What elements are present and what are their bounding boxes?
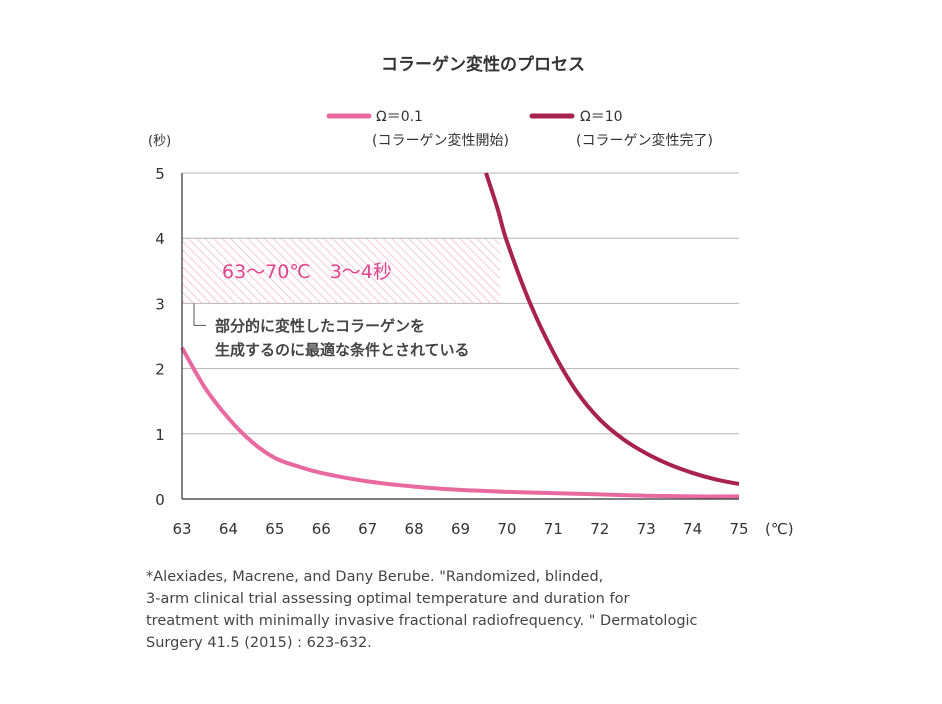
range-annotation: 63〜70℃ 3〜4秒 [182, 238, 500, 304]
x-tick-label-68: 68 [405, 520, 424, 538]
legend-label-series-1: Ω＝0.1 [376, 109, 423, 125]
x-tick-label-63: 63 [172, 520, 191, 538]
x-tick-label-69: 69 [451, 520, 470, 538]
x-tick-label-75: 75 [729, 520, 748, 538]
y-tick-label-1: 1 [155, 426, 165, 444]
chart-svg: コラーゲン変性のプロセス Ω＝0.1 (コラーゲン変性開始) Ω＝10 (コラー… [148, 54, 794, 538]
series-line-2 [484, 172, 740, 486]
y-tick-label-3: 3 [155, 295, 165, 313]
x-tick-label-65: 65 [265, 520, 284, 538]
x-tick-label-64: 64 [219, 520, 238, 538]
y-tick-label-2: 2 [155, 361, 165, 379]
chart-title: コラーゲン変性のプロセス [381, 54, 585, 75]
x-tick-label-73: 73 [637, 520, 656, 538]
x-tick-label-66: 66 [312, 520, 331, 538]
x-tick-label-74: 74 [683, 520, 702, 538]
x-tick-label-67: 67 [358, 520, 377, 538]
legend: Ω＝0.1 (コラーゲン変性開始) Ω＝10 (コラーゲン変性完了) [326, 109, 713, 149]
axes [181, 173, 739, 500]
range-hatch [182, 238, 500, 304]
legend-label-series-2: Ω＝10 [580, 109, 623, 125]
x-axis-unit: (℃) [765, 520, 794, 538]
x-tick-label-72: 72 [590, 520, 609, 538]
legend-sublabel-series-1: (コラーゲン変性開始) [372, 132, 509, 149]
y-axis-unit: (秒) [148, 134, 171, 149]
legend-sublabel-series-2: (コラーゲン変性完了) [576, 132, 713, 149]
tick-labels: 63 64 65 66 67 68 69 70 71 72 73 74 75 0 1 2 3 4 5 [155, 165, 748, 538]
y-tick-label-0: 0 [155, 491, 165, 509]
y-tick-label-5: 5 [155, 165, 165, 183]
callout-line-2: 生成するのに最適な条件とされている [215, 341, 470, 359]
callout-bracket [193, 303, 206, 326]
x-tick-label-71: 71 [544, 520, 563, 538]
y-tick-label-4: 4 [155, 230, 165, 248]
citation: *Alexiades, Macrene, and Dany Berube. "R… [146, 569, 698, 651]
range-label: 63〜70℃ 3〜4秒 [222, 261, 392, 283]
x-tick-label-70: 70 [497, 520, 516, 538]
series-lines [180, 172, 740, 499]
callout-line-1: 部分的に変性したコラーゲンを [215, 317, 425, 335]
series-line-1 [180, 346, 740, 499]
